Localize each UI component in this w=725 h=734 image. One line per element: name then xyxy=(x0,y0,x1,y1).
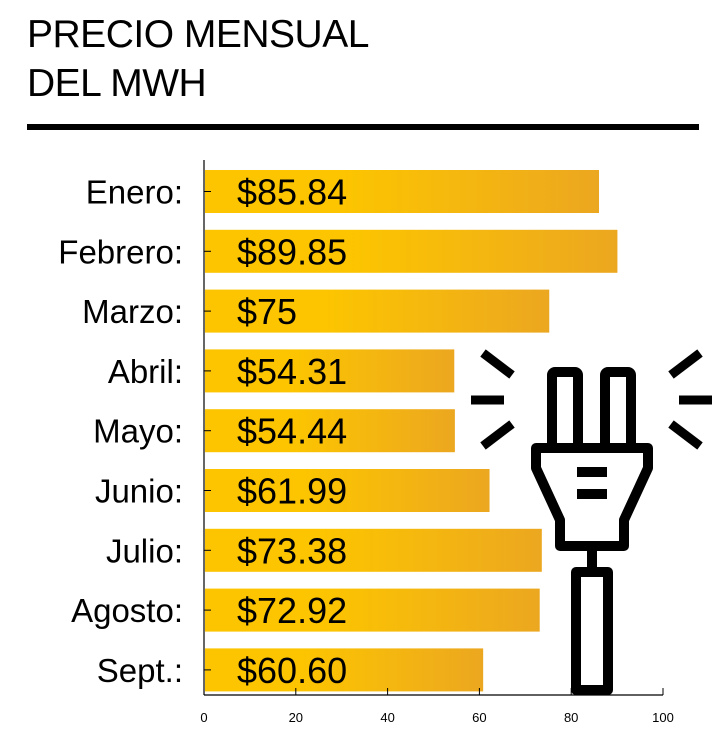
x-tick-label: 0 xyxy=(200,710,207,725)
bar-8 xyxy=(205,648,484,692)
bar-value-label: $61.99 xyxy=(237,471,347,512)
category-label: Agosto: xyxy=(71,592,183,629)
bar-value-label: $73.38 xyxy=(237,530,347,571)
category-label: Abril: xyxy=(108,353,183,390)
bar-6 xyxy=(205,528,542,572)
category-label: Mayo: xyxy=(93,413,183,450)
category-label: Sept.: xyxy=(97,652,183,689)
bar-value-label: $72.92 xyxy=(237,590,347,631)
x-tick-label: 100 xyxy=(652,710,674,725)
category-label: Enero: xyxy=(86,174,183,211)
bar-1 xyxy=(205,229,618,273)
category-label: Junio: xyxy=(95,473,183,510)
bar-value-label: $54.44 xyxy=(237,411,347,452)
bars-group: $85.84 $89.85 $75 $54.31 $54.44 $61.99 $73.38 $… xyxy=(205,170,618,692)
x-tick-label: 80 xyxy=(564,710,578,725)
category-labels-group: Enero: Febrero: Marzo: Abril: Mayo: Junio: Jul… xyxy=(58,174,183,689)
bar-2 xyxy=(205,289,550,333)
bar-value-label: $60.60 xyxy=(237,650,347,691)
category-label: Febrero: xyxy=(58,233,183,270)
bar-7 xyxy=(205,588,540,632)
bar-0 xyxy=(205,170,600,213)
x-tick-label: 20 xyxy=(289,710,303,725)
bar-5 xyxy=(205,469,490,512)
category-label: Julio: xyxy=(106,532,183,569)
electric-plug-icon xyxy=(471,349,712,695)
chart-title: PRECIO MENSUAL DEL MWH xyxy=(27,10,527,108)
bar-value-label: $89.85 xyxy=(237,231,347,272)
chart-title-line-1: PRECIO MENSUAL xyxy=(27,13,369,56)
bar-value-label: $75 xyxy=(237,291,297,332)
bar-value-label: $54.31 xyxy=(237,351,347,392)
x-tick-label: 40 xyxy=(380,710,394,725)
bar-4 xyxy=(205,409,455,453)
category-label: Marzo: xyxy=(82,293,183,330)
bar-value-label: $85.84 xyxy=(237,172,347,213)
chart-title-line-2: DEL MWH xyxy=(27,62,207,105)
x-tick-label: 60 xyxy=(472,710,486,725)
bar-3 xyxy=(205,349,455,393)
title-divider xyxy=(27,124,699,130)
